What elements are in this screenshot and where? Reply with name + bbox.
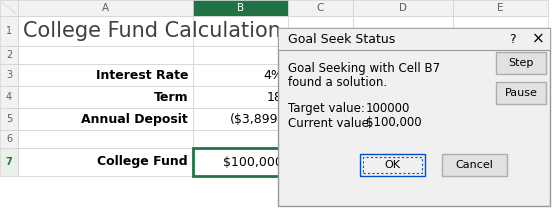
Bar — [18, 86, 193, 108]
Bar — [353, 16, 453, 46]
Text: 7: 7 — [6, 157, 12, 167]
Text: 18: 18 — [267, 91, 283, 104]
Bar — [360, 154, 425, 176]
Bar — [0, 130, 18, 148]
Bar — [193, 46, 288, 64]
Bar — [353, 64, 453, 86]
Bar — [288, 130, 353, 148]
Bar — [288, 148, 353, 176]
Bar — [278, 28, 550, 206]
Bar — [453, 0, 548, 16]
Text: Step: Step — [508, 58, 534, 68]
Bar — [193, 86, 288, 108]
Bar — [353, 148, 453, 176]
Bar — [193, 64, 288, 86]
Bar — [193, 108, 288, 130]
Text: OK: OK — [385, 160, 400, 170]
Bar — [453, 64, 548, 86]
Text: found a solution.: found a solution. — [288, 76, 387, 89]
Bar — [278, 28, 550, 50]
Text: Term: Term — [153, 91, 188, 104]
Bar — [353, 130, 453, 148]
Bar — [193, 16, 288, 46]
Bar — [453, 46, 548, 64]
Bar — [0, 0, 18, 16]
Bar — [18, 0, 193, 16]
Bar — [18, 16, 193, 46]
Bar — [288, 108, 353, 130]
Bar — [453, 108, 548, 130]
Text: Interest Rate: Interest Rate — [96, 68, 188, 82]
Bar — [0, 16, 18, 46]
Bar — [193, 130, 288, 148]
Bar — [288, 46, 353, 64]
Text: ($3,899): ($3,899) — [230, 113, 283, 125]
Text: B: B — [237, 3, 244, 13]
Bar — [193, 148, 288, 176]
Bar — [18, 46, 193, 64]
Text: 4%: 4% — [263, 68, 283, 82]
Text: 3: 3 — [6, 70, 12, 80]
Text: C: C — [317, 3, 324, 13]
Bar — [0, 108, 18, 130]
Text: 2: 2 — [6, 50, 12, 60]
Bar — [18, 130, 193, 148]
Bar — [496, 52, 546, 74]
Bar — [288, 64, 353, 86]
Bar — [0, 0, 548, 176]
Text: ?: ? — [509, 33, 515, 46]
Bar — [18, 148, 193, 176]
Text: A: A — [102, 3, 109, 13]
Text: Current value:: Current value: — [288, 116, 373, 129]
Text: Target value:: Target value: — [288, 101, 365, 114]
Bar — [363, 157, 422, 173]
Bar — [193, 0, 288, 16]
Bar — [353, 108, 453, 130]
Text: Cancel: Cancel — [456, 160, 494, 170]
Bar — [353, 86, 453, 108]
Text: 100000: 100000 — [366, 101, 410, 114]
Bar — [0, 148, 18, 176]
Bar — [442, 154, 507, 176]
Text: College Fund: College Fund — [97, 156, 188, 168]
Text: College Fund Calculation: College Fund Calculation — [23, 21, 281, 41]
Bar — [18, 64, 193, 86]
Bar — [453, 86, 548, 108]
Bar — [18, 108, 193, 130]
Text: 5: 5 — [6, 114, 12, 124]
Bar — [0, 64, 18, 86]
Text: Annual Deposit: Annual Deposit — [81, 113, 188, 125]
Bar — [288, 16, 353, 46]
Text: 6: 6 — [6, 134, 12, 144]
Text: Goal Seeking with Cell B7: Goal Seeking with Cell B7 — [288, 61, 440, 74]
Bar — [0, 86, 18, 108]
Bar — [353, 46, 453, 64]
Text: ×: × — [532, 31, 544, 46]
Text: $100,000: $100,000 — [223, 156, 283, 168]
Text: Goal Seek Status: Goal Seek Status — [288, 33, 395, 46]
Bar — [453, 148, 548, 176]
Text: $100,000: $100,000 — [366, 116, 421, 129]
Text: 1: 1 — [6, 26, 12, 36]
Bar — [0, 46, 18, 64]
Bar — [453, 130, 548, 148]
Text: 4: 4 — [6, 92, 12, 102]
Bar — [193, 148, 288, 176]
Text: E: E — [498, 3, 504, 13]
Bar — [288, 86, 353, 108]
Bar — [288, 0, 353, 16]
Bar — [353, 0, 453, 16]
Text: D: D — [399, 3, 407, 13]
Text: Pause: Pause — [505, 88, 537, 98]
Bar — [496, 82, 546, 104]
Bar — [453, 16, 548, 46]
